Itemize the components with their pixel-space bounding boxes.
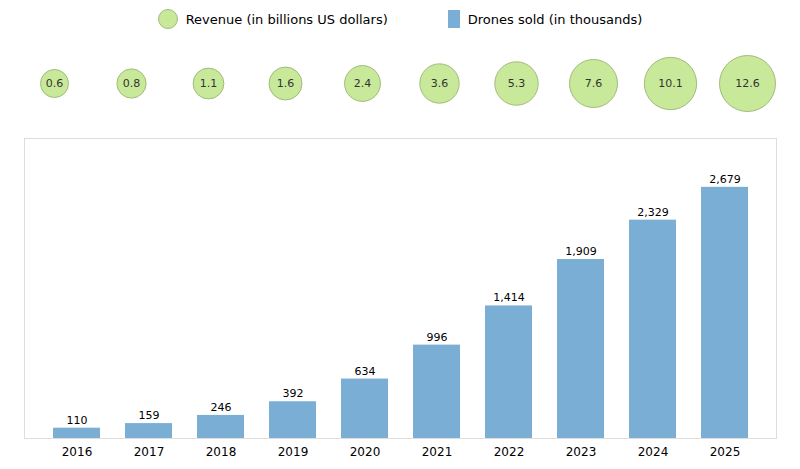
- svg-text:1.1: 1.1: [200, 77, 218, 90]
- svg-text:2021: 2021: [422, 445, 453, 459]
- svg-text:2020: 2020: [350, 445, 381, 459]
- svg-text:2024: 2024: [638, 445, 669, 459]
- svg-text:12.6: 12.6: [735, 77, 760, 90]
- svg-text:2023: 2023: [566, 445, 597, 459]
- svg-text:2,679: 2,679: [709, 173, 741, 186]
- svg-text:10.1: 10.1: [658, 77, 683, 90]
- svg-text:2,329: 2,329: [637, 206, 669, 219]
- svg-text:0.8: 0.8: [123, 77, 141, 90]
- svg-text:0.6: 0.6: [46, 77, 64, 90]
- html-text:Revenue (in billions US dollar: Revenue (in billions US dollars): [185, 11, 388, 27]
- svg-text:5.3: 5.3: [508, 77, 526, 90]
- svg-text:2025: 2025: [710, 445, 741, 459]
- svg-text:2016: 2016: [62, 445, 93, 459]
- svg-text:1,909: 1,909: [565, 245, 597, 258]
- svg-text:2022: 2022: [494, 445, 525, 459]
- svg-text:3.6: 3.6: [431, 77, 449, 90]
- svg-text:634: 634: [355, 365, 376, 378]
- svg-text:246: 246: [211, 401, 232, 414]
- svg-text:2019: 2019: [278, 445, 309, 459]
- svg-text:1,414: 1,414: [493, 291, 525, 304]
- svg-text:110: 110: [67, 414, 88, 427]
- svg-text:1.6: 1.6: [277, 77, 295, 90]
- svg-text:2017: 2017: [134, 445, 165, 459]
- html-text:Drones sold (in thousands): Drones sold (in thousands): [467, 11, 643, 27]
- svg-text:7.6: 7.6: [585, 77, 603, 90]
- svg-text:392: 392: [283, 387, 304, 400]
- svg-text:2.4: 2.4: [354, 77, 372, 90]
- svg-text:159: 159: [139, 409, 160, 422]
- svg-text:996: 996: [427, 331, 448, 344]
- svg-text:2018: 2018: [206, 445, 237, 459]
